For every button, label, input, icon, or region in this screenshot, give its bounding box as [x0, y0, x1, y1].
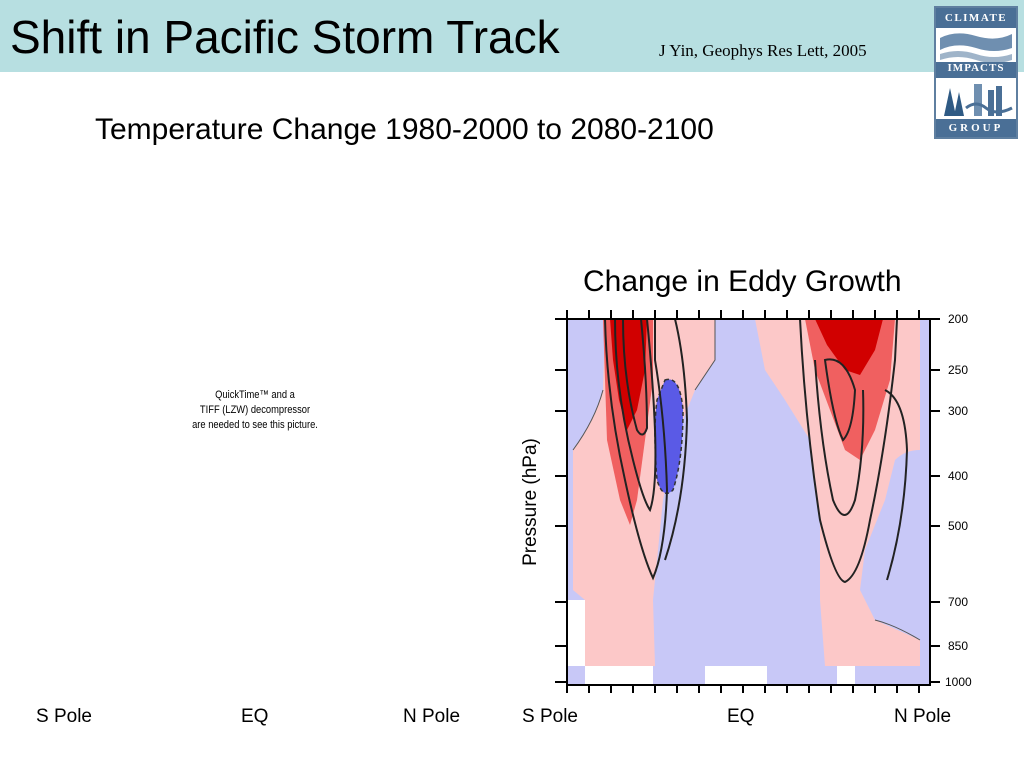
temperature-change-heading: Temperature Change 1980-2000 to 2080-210…: [95, 113, 714, 146]
top-ticks: [566, 310, 920, 319]
positive-strong-right: [815, 319, 883, 375]
y-tick-label: 850: [948, 639, 968, 653]
contour-line: [799, 318, 898, 584]
left-ticks: [555, 318, 567, 683]
y-tick-label: 700: [948, 595, 968, 609]
contour-line: [664, 318, 689, 561]
missing-image-placeholder: QuickTime™ and a TIFF (LZW) decompressor…: [192, 389, 318, 431]
contour-line: [823, 358, 857, 442]
eddy-growth-heading: Change in Eddy Growth: [583, 265, 902, 298]
logo-middle-text: IMPACTS: [947, 62, 1005, 74]
contour-line: [614, 318, 657, 513]
zero-line: [694, 319, 716, 391]
contour-line: [814, 359, 865, 516]
zero-line: [572, 389, 604, 451]
left-x-label-s-pole: S Pole: [36, 706, 92, 727]
contour-line: [604, 318, 669, 581]
logo-landscape-icon: [936, 28, 1016, 119]
bottom-ticks: [566, 685, 920, 693]
logo-bottom-text: GROUP: [936, 119, 1016, 137]
citation: J Yin, Geophys Res Lett, 2005: [659, 41, 867, 60]
right-x-label-eq: EQ: [727, 706, 755, 727]
zero-line: [874, 619, 921, 641]
contour-line: [884, 389, 909, 581]
y-tick-label: 1000: [945, 675, 972, 689]
y-tick-label: 250: [948, 363, 968, 377]
right-x-label-s-pole: S Pole: [522, 706, 578, 727]
logo-top-text: CLIMATE: [936, 8, 1016, 28]
climate-impacts-group-logo: CLIMATE IMPACTS GROUP: [934, 6, 1018, 139]
right-x-label-n-pole: N Pole: [894, 706, 952, 727]
eddy-growth-plot: 200 250 300 400 500 700 850 1000 Pressur…: [520, 310, 972, 693]
masked-area: [837, 666, 855, 685]
y-tick-label: 200: [948, 312, 968, 326]
slide-title: Shift in Pacific Storm Track: [10, 11, 560, 63]
masked-area: [705, 666, 767, 685]
masked-area: [585, 666, 653, 685]
positive-mid-right: [805, 319, 895, 460]
y-tick-label: 500: [948, 519, 968, 533]
y-tick-label: 400: [948, 469, 968, 483]
title-bar: [0, 0, 1024, 72]
contour-line: [622, 318, 649, 436]
right-ticks: [930, 318, 940, 683]
y-axis-label: Pressure (hPa): [520, 438, 541, 566]
left-x-label-n-pole: N Pole: [403, 706, 461, 727]
left-x-label-eq: EQ: [241, 706, 269, 727]
positive-strong-left: [610, 319, 647, 430]
plot-frame: [566, 318, 931, 686]
masked-area: [567, 600, 585, 666]
y-tick-label: 300: [948, 404, 968, 418]
